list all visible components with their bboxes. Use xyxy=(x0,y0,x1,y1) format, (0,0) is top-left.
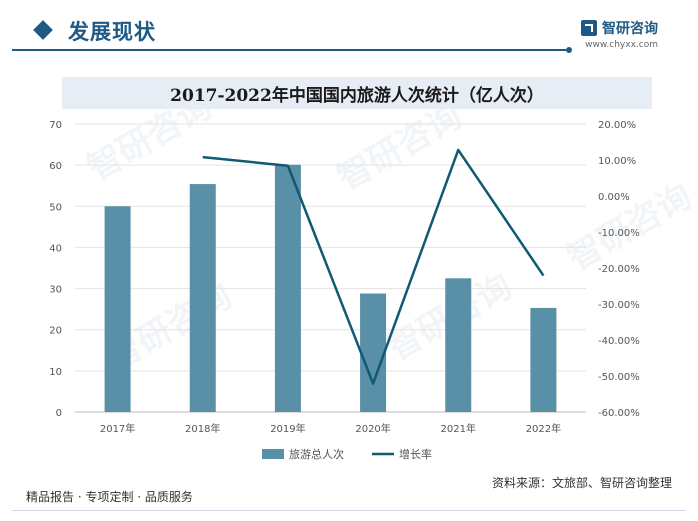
y-right-tick-label: -40.00% xyxy=(598,336,640,347)
legend-label-line: 增长率 xyxy=(399,447,432,461)
x-tick-label: 2022年 xyxy=(526,422,561,435)
legend-swatch-bar xyxy=(262,449,284,459)
y-right-tick-label: -10.00% xyxy=(598,228,640,239)
y-left-tick-label: 40 xyxy=(49,243,62,254)
y-left-tick-label: 30 xyxy=(49,285,62,296)
bar xyxy=(189,184,216,412)
bar xyxy=(360,293,387,412)
y-left-tick-label: 0 xyxy=(56,408,62,419)
bar xyxy=(445,278,472,412)
brand-name-row: 智研咨询 xyxy=(581,18,658,38)
section-title: 发展现状 xyxy=(68,20,156,44)
bar xyxy=(274,164,301,412)
bar xyxy=(104,206,131,412)
y-right-tick-label: -60.00% xyxy=(598,408,640,419)
brand-name: 智研咨询 xyxy=(602,21,658,37)
x-tick-label: 2021年 xyxy=(441,422,476,435)
brand: 智研咨询 www.chyxx.com xyxy=(581,18,658,50)
brand-url: www.chyxx.com xyxy=(585,40,658,50)
footer-divider xyxy=(12,510,686,511)
y-right-tick-label: -30.00% xyxy=(598,300,640,311)
y-left-tick-label: 20 xyxy=(49,326,62,337)
y-left-tick-label: 70 xyxy=(49,120,62,131)
y-right-tick-label: 20.00% xyxy=(598,120,636,131)
brand-logo-icon xyxy=(581,20,597,36)
x-tick-label: 2020年 xyxy=(355,422,390,435)
source-note: 资料来源：文旅部、智研咨询整理 xyxy=(491,476,672,490)
growth-rate-line xyxy=(202,148,545,385)
chart-title: 2017-2022年中国国内旅游人次统计（亿人次） xyxy=(170,86,544,106)
bar xyxy=(530,307,557,412)
y-left-tick-label: 10 xyxy=(49,367,62,378)
y-right-tick-label: 10.00% xyxy=(598,156,636,167)
page-header: 发展现状 智研咨询 www.chyxx.com xyxy=(0,0,698,60)
x-tick-label: 2019年 xyxy=(270,422,305,435)
header-divider-dot xyxy=(566,47,572,53)
footer-tagline: 精品报告 · 专项定制 · 品质服务 xyxy=(26,490,193,504)
header-divider xyxy=(12,49,566,51)
legend-label-bar: 旅游总人次 xyxy=(289,447,344,461)
y-right-tick-label: -50.00% xyxy=(598,372,640,383)
x-tick-label: 2018年 xyxy=(185,422,220,435)
y-right-tick-label: -20.00% xyxy=(598,264,640,275)
y-right-tick-label: 0.00% xyxy=(598,192,630,203)
chart-title-bar: 2017-2022年中国国内旅游人次统计（亿人次） xyxy=(62,77,652,109)
x-tick-label: 2017年 xyxy=(100,422,135,435)
y-left-tick-label: 60 xyxy=(49,161,62,172)
y-left-tick-label: 50 xyxy=(49,202,62,213)
